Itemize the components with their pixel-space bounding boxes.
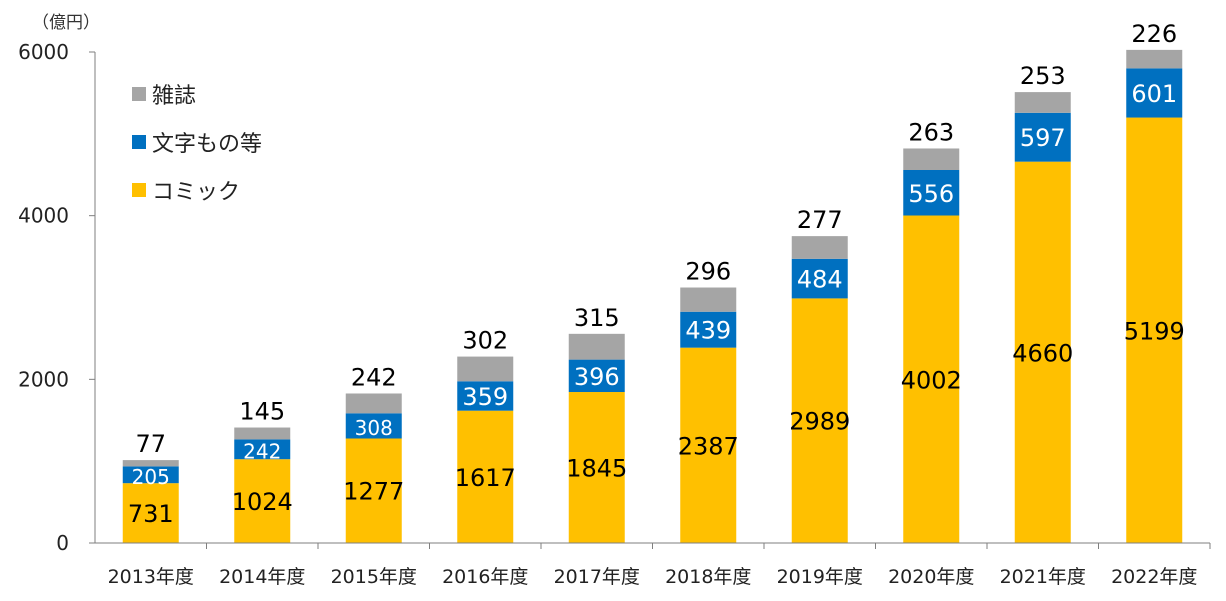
data-label: 597 — [1020, 124, 1066, 152]
data-label: 1277 — [343, 478, 404, 506]
bar-segment — [903, 215, 960, 544]
data-label: 4660 — [1012, 339, 1073, 367]
legend-label-magazine: 雑誌 — [152, 84, 197, 109]
bar-segment — [791, 258, 848, 299]
bar-segment — [1014, 112, 1071, 162]
bar-stack: 4002 556 263 — [901, 118, 962, 544]
x-tick-label: 2021年度 — [1000, 566, 1086, 588]
x-tick-label: 2017年度 — [554, 566, 640, 588]
bar-segment — [345, 438, 402, 543]
data-label: 484 — [797, 266, 843, 294]
x-tick-label: 2015年度 — [331, 566, 417, 588]
bars: 731 205 77 1024 242 145 1277 308 242 1617 359 302 18… — [122, 20, 1185, 544]
bar-segment — [568, 392, 625, 543]
x-tick-label: 2016年度 — [442, 566, 528, 588]
bar-segment — [457, 356, 514, 382]
data-label: 2387 — [678, 432, 739, 460]
y-tick-label: 6000 — [18, 40, 69, 64]
bar-segment — [234, 439, 291, 460]
y-tick-label: 0 — [56, 531, 69, 555]
data-label: 253 — [1020, 62, 1066, 90]
bar-segment — [791, 236, 848, 259]
data-label: 731 — [128, 500, 174, 528]
bar-segment — [234, 459, 291, 543]
legend-item-magazine: 雑誌 — [132, 82, 262, 109]
bar-stack: 4660 597 253 — [1012, 62, 1073, 543]
data-label: 1024 — [232, 488, 293, 516]
x-axis: 2013年度 2014年度 2015年度 2016年度 2017年度 2018年度 2019… — [95, 542, 1211, 588]
bar-stack: 731 205 77 — [122, 430, 179, 543]
data-label: 226 — [1131, 20, 1177, 48]
bar-stack: 1845 396 315 — [566, 304, 627, 543]
data-label: 277 — [797, 206, 843, 234]
data-label: 5199 — [1124, 317, 1185, 345]
data-label: 1617 — [455, 464, 516, 492]
x-tick-label: 2020年度 — [888, 566, 974, 588]
bar-segment — [568, 359, 625, 393]
legend-swatch-comic — [132, 183, 146, 197]
bar-stack: 1024 242 145 — [232, 398, 293, 543]
data-label: 205 — [132, 465, 170, 489]
bar-segment — [1126, 117, 1183, 544]
data-label: 145 — [239, 398, 285, 426]
data-label: 359 — [462, 383, 508, 411]
data-label: 308 — [355, 416, 393, 440]
bar-stack: 1617 359 302 — [455, 327, 516, 543]
legend-item-comic: コミック — [132, 178, 262, 205]
data-label: 315 — [574, 304, 620, 332]
bar-segment — [122, 460, 179, 467]
x-tick-label: 2013年度 — [108, 566, 194, 588]
bar-segment — [903, 148, 960, 171]
data-label: 439 — [685, 317, 731, 345]
data-label: 296 — [685, 258, 731, 286]
x-tick-label: 2019年度 — [777, 566, 863, 588]
bar-segment — [568, 333, 625, 360]
y-tick-label: 2000 — [18, 367, 69, 391]
y-axis: 0 2000 4000 6000 — [18, 40, 96, 555]
legend-label-text: 文字もの等 — [152, 132, 263, 157]
bar-segment — [680, 311, 737, 348]
bar-segment — [345, 413, 402, 439]
bar-segment — [1126, 68, 1183, 118]
bar-stack: 1277 308 242 — [343, 363, 404, 543]
legend-item-text: 文字もの等 — [132, 130, 262, 157]
bar-segment — [345, 393, 402, 414]
data-label: 396 — [574, 363, 620, 391]
bar-segment — [680, 347, 737, 543]
bar-segment — [791, 298, 848, 543]
data-label: 77 — [135, 430, 166, 458]
data-label: 2989 — [789, 408, 850, 436]
x-tick-label: 2018年度 — [665, 566, 751, 588]
data-label: 4002 — [901, 366, 962, 394]
y-unit-label: （億円） — [32, 13, 100, 33]
data-label: 302 — [462, 327, 508, 355]
x-tick-label: 2014年度 — [219, 566, 305, 588]
bar-segment — [457, 410, 514, 543]
bar-segment — [1126, 49, 1183, 69]
data-label: 242 — [351, 363, 397, 391]
legend-swatch-magazine — [132, 87, 146, 101]
bar-segment — [457, 381, 514, 411]
bar-stack: 2387 439 296 — [678, 258, 739, 543]
bar-stack: 2989 484 277 — [789, 206, 850, 543]
legend-swatch-text — [132, 135, 146, 149]
bar-segment — [122, 466, 179, 484]
bar-segment — [1014, 92, 1071, 113]
data-label: 1845 — [566, 455, 627, 483]
bar-stack: 5199 601 226 — [1124, 20, 1185, 544]
data-label: 556 — [908, 180, 954, 208]
bar-segment — [903, 170, 960, 216]
data-label: 263 — [908, 118, 954, 146]
bar-segment — [234, 427, 291, 440]
y-tick-label: 4000 — [18, 204, 69, 228]
legend: 雑誌 文字もの等 コミック — [132, 82, 262, 226]
legend-label-comic: コミック — [152, 180, 241, 205]
data-label: 242 — [243, 439, 281, 463]
data-label: 601 — [1131, 80, 1177, 108]
bar-segment — [122, 483, 179, 543]
bar-segment — [680, 287, 737, 312]
bar-segment — [1014, 161, 1071, 543]
x-tick-label: 2022年度 — [1111, 566, 1197, 588]
